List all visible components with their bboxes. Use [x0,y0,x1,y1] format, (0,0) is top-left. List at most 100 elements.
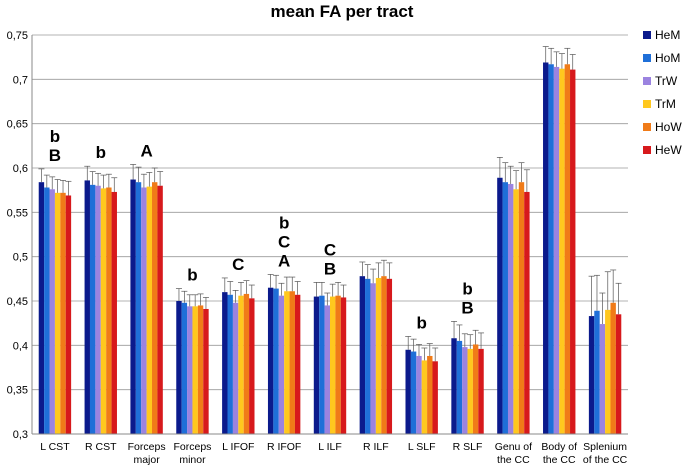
bar-HeM [38,182,45,434]
bar-TrM [284,291,290,434]
bar-HeW [340,297,347,434]
legend-swatch [643,77,651,85]
bar-HeM [313,296,320,434]
bar-TrM [605,309,611,434]
x-tick-label: Forceps major [128,441,166,466]
x-tick-label: R SLF [453,441,483,453]
x-tick-label: L IFOF [222,441,254,453]
bar-HoM [365,278,371,434]
significance-label: A [278,251,290,270]
bar-HeM [451,338,457,434]
bar-HoW [610,302,616,434]
bar-HoM [227,294,233,434]
bar-TrW [141,187,147,434]
significance-label: C [278,232,290,251]
bar-TrM [100,188,107,434]
bar-HoM [410,351,417,434]
y-tick-label: 0,3 [13,429,28,441]
bar-HeW [432,361,438,434]
bar-TrM [330,296,336,434]
bar-HeM [130,179,136,434]
bar-HeW [249,298,255,434]
bar-HeW [65,195,72,434]
bar-HoW [289,291,295,434]
bar-HoW [335,295,341,434]
x-tick-label: L ILF [318,441,342,453]
bar-HeW [478,348,484,434]
bar-HoW [243,293,250,434]
bar-HeM [497,177,503,434]
bar-TrM [54,192,61,434]
bar-HeW [294,294,301,434]
legend-swatch [643,100,651,108]
x-tick-label: Body of the CC [541,441,577,466]
bar-TrW [49,189,55,434]
bar-TrM [513,189,519,434]
significance-label: b [462,279,472,298]
bars [38,62,622,435]
bar-HeW [386,278,393,434]
bar-HoW [472,344,479,434]
bar-TrM [467,348,473,434]
significance-label: B [461,298,473,317]
bar-TrW [278,295,285,434]
bar-TrM [146,186,153,434]
y-axis: 0,3 0,35 0,4 0,45 0,5 0,55 0,6 0,65 0,7 0,75 [7,30,33,441]
significance-label: b [416,313,426,332]
bar-HoW [564,64,571,434]
bar-HoM [135,182,142,434]
bar-TrW [324,305,330,434]
y-tick-label: 0,6 [13,163,28,175]
y-tick-label: 0,75 [7,30,28,42]
bar-HoM [548,64,554,434]
bar-TrW [187,306,193,434]
bar-HeW [524,191,530,434]
bar-TrM [421,360,428,434]
significance-label: B [49,146,61,165]
bar-HoW [197,305,204,434]
bar-HeM [543,62,549,435]
significance-label: B [324,259,336,278]
significance-label: b [96,143,106,162]
legend-label: HoM [655,51,680,65]
x-tick-label: R ILF [363,441,389,453]
bar-HeW [615,314,622,434]
bar-TrW [95,185,101,434]
bar-TrW [553,66,560,435]
significance-label: A [140,141,152,160]
x-tick-label: R IFOF [267,441,301,453]
bar-HoW [152,182,158,434]
bar-HoM [319,295,325,434]
bar-HeM [405,349,411,434]
bar-HeM [84,180,90,434]
x-tick-label: Splenium of the CC [583,441,628,466]
bar-HeM [222,292,228,434]
significance-label: b [187,266,197,285]
y-tick-label: 0,65 [7,119,28,131]
x-tick-label: R CST [85,441,117,453]
bar-HeW [203,308,209,434]
legend-swatch [643,146,651,154]
bar-HoW [518,182,525,434]
legend-swatch [643,54,651,62]
x-tick-label: L CST [40,441,70,453]
x-tick-label: Genu of the CC [495,441,532,466]
bar-HeW [111,191,117,434]
bar-TrM [192,306,198,434]
legend: HeM HoM TrW TrM HoW HeW [643,28,682,157]
error-bars [38,46,622,362]
bar-HeM [359,276,366,434]
bar-HeW [157,185,163,434]
bar-HoM [594,310,600,434]
y-tick-label: 0,7 [13,74,28,86]
x-tick-label: L SLF [408,441,436,453]
bar-HoW [106,187,112,434]
y-tick-label: 0,4 [13,340,28,352]
bar-HoM [89,184,96,434]
legend-label: HeM [655,28,680,42]
bar-HoW [60,192,66,434]
bar-TrM [238,295,244,434]
bar-HeM [267,287,274,434]
